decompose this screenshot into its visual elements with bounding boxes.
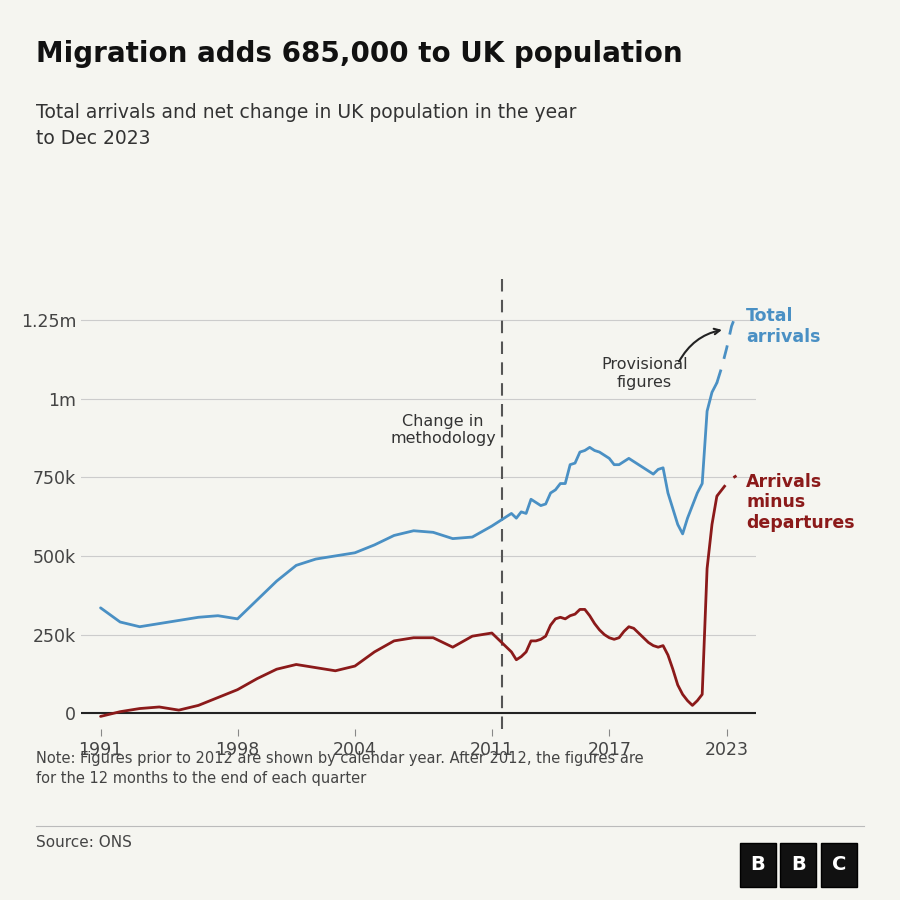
Text: Total arrivals and net change in UK population in the year
to Dec 2023: Total arrivals and net change in UK popu… — [36, 104, 577, 148]
Text: B: B — [791, 855, 806, 875]
Text: Note: Figures prior to 2012 are shown by calendar year. After 2012, the figures : Note: Figures prior to 2012 are shown by… — [36, 752, 643, 787]
Text: Arrivals
minus
departures: Arrivals minus departures — [746, 472, 855, 532]
Text: Source: ONS: Source: ONS — [36, 835, 132, 850]
Text: Change in
methodology: Change in methodology — [390, 414, 496, 446]
Text: C: C — [832, 855, 846, 875]
Text: Migration adds 685,000 to UK population: Migration adds 685,000 to UK population — [36, 40, 682, 68]
Text: B: B — [751, 855, 765, 875]
Text: Total
arrivals: Total arrivals — [746, 307, 821, 346]
Text: Provisional
figures: Provisional figures — [601, 357, 688, 390]
